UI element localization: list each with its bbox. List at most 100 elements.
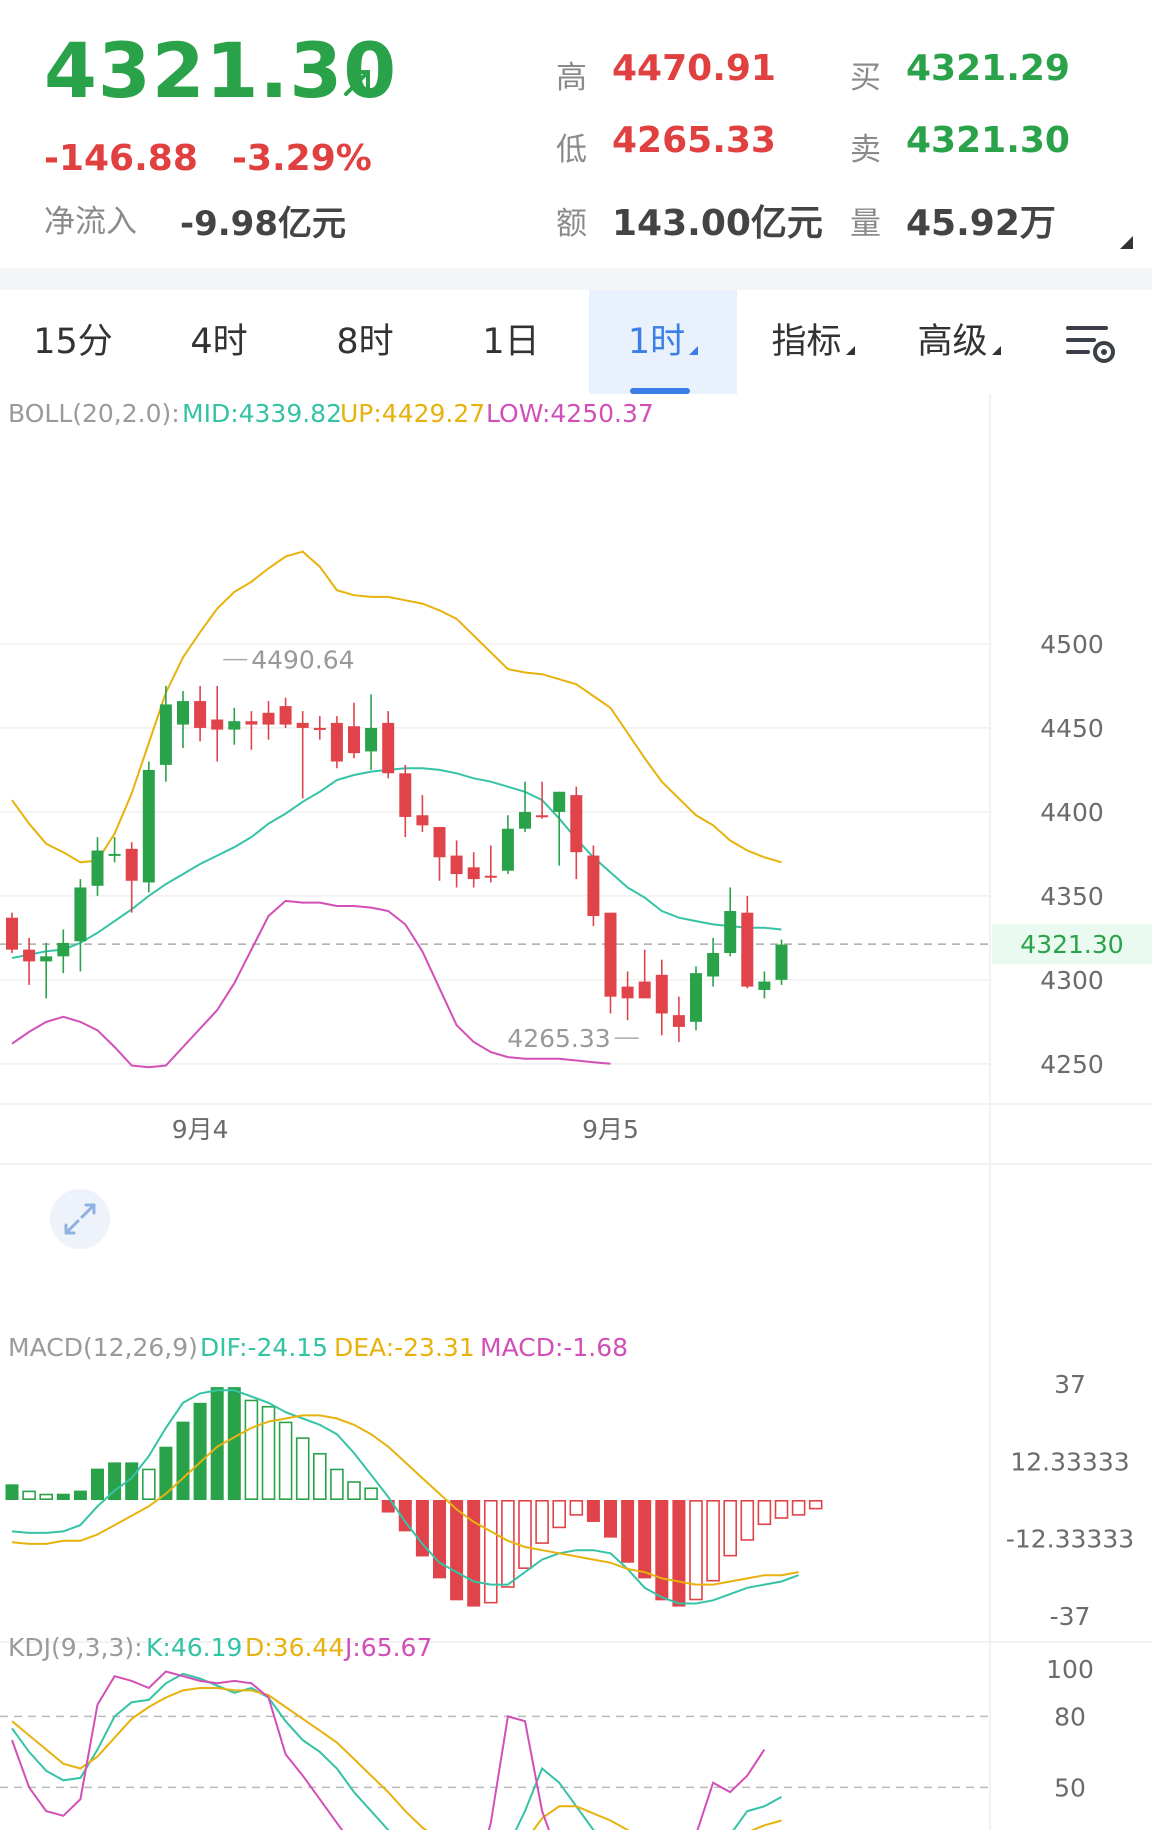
- macd-bar: [467, 1500, 481, 1607]
- candle-body: [245, 721, 258, 725]
- candle-body: [775, 944, 788, 980]
- boll-up-value: UP:4429.27: [340, 399, 485, 428]
- candle-body: [553, 791, 566, 812]
- macd-bar: [5, 1484, 19, 1500]
- macd-bar: [278, 1421, 293, 1501]
- macd-bar: [295, 1437, 310, 1500]
- ask-label: 卖: [850, 132, 881, 168]
- macd-bar: [73, 1490, 87, 1500]
- candle-body: [228, 721, 241, 730]
- y-tick-label: 4450: [1040, 714, 1104, 743]
- tab-label: 高级: [917, 322, 988, 362]
- boll-label: BOLL(20,2.0):: [8, 399, 180, 428]
- macd-bar: [655, 1500, 669, 1601]
- price-change: -146.88: [44, 138, 198, 179]
- trend-arrow-icon: [344, 70, 370, 96]
- candle-body: [519, 811, 531, 829]
- macd-label: MACD(12,26,9): [8, 1333, 198, 1362]
- tab-label: 8时: [336, 322, 394, 362]
- macd-bar: [415, 1500, 429, 1557]
- price-chart[interactable]: 4490.64 4265.33 4250 4300 4350 4400 4450 4500 9…: [0, 394, 1152, 1830]
- macd-bar: [159, 1446, 173, 1500]
- tab-15min[interactable]: 15分: [0, 290, 146, 394]
- bid-label: 买: [850, 60, 881, 96]
- macd-bar: [569, 1500, 584, 1516]
- candle-body: [6, 917, 18, 950]
- amount-label: 额: [556, 206, 587, 242]
- candle-body: [587, 855, 600, 917]
- macd-bar: [621, 1500, 635, 1563]
- boll-up-line: [11, 550, 782, 864]
- macd-bar: [808, 1500, 823, 1510]
- tab-label: 指标: [771, 322, 842, 362]
- tab-1h[interactable]: 1时: [589, 290, 737, 394]
- high-annotation: 4490.64: [251, 646, 354, 675]
- macd-dif-line: [11, 1389, 799, 1605]
- kdj-d-line: [11, 1687, 782, 1830]
- macd-bar: [518, 1500, 532, 1569]
- boll-low-line: [11, 899, 611, 1069]
- last-price-tag: [992, 924, 1152, 965]
- expand-corner-icon[interactable]: [1120, 236, 1133, 249]
- boll-low-value: LOW:4250.37: [486, 399, 654, 428]
- candle-body: [23, 949, 36, 962]
- fullscreen-toggle[interactable]: [50, 1189, 110, 1249]
- macd-bar: [774, 1500, 789, 1519]
- candle-body: [399, 773, 412, 817]
- x-tick-label: 9月5: [582, 1115, 639, 1144]
- macd-bar: [672, 1500, 686, 1607]
- kdj-k-value: K:46.19: [146, 1633, 242, 1662]
- boll-mid-line: [11, 767, 782, 959]
- candle-body: [501, 828, 514, 871]
- expand-icon: [64, 1203, 96, 1235]
- tab-indicators[interactable]: 指标: [740, 290, 886, 394]
- candle-body: [433, 827, 446, 858]
- candle-body: [621, 986, 634, 999]
- macd-bar: [312, 1452, 327, 1500]
- y-tick-label: 4500: [1040, 630, 1104, 659]
- macd-dea-line: [11, 1414, 799, 1586]
- kdj-label: KDJ(9,3,3):: [8, 1633, 143, 1662]
- candle-body: [690, 973, 702, 1022]
- netflow-label: 净流入: [44, 204, 137, 240]
- candle-body: [125, 848, 138, 881]
- candle-body: [672, 1015, 685, 1027]
- tab-1d[interactable]: 1日: [438, 290, 584, 394]
- macd-macd-value: MACD:-1.68: [480, 1333, 628, 1362]
- macd-bar: [347, 1481, 361, 1500]
- macd-bar: [91, 1468, 104, 1500]
- macd-bar: [604, 1500, 617, 1538]
- chart-settings-icon[interactable]: [1066, 322, 1116, 366]
- candle-body: [91, 850, 104, 886]
- candle-body: [142, 769, 155, 883]
- kdj-k-line: [11, 1672, 782, 1830]
- macd-bar: [706, 1500, 720, 1582]
- low-value: 4265.33: [612, 120, 776, 161]
- candle-body: [484, 875, 497, 878]
- y-tick-label: 4300: [1040, 966, 1104, 995]
- macd-bar: [501, 1500, 515, 1588]
- candle-body: [416, 815, 429, 826]
- boll-mid-value: MID:4339.82: [182, 399, 342, 428]
- candle-body: [467, 867, 480, 880]
- kdj-y-tick-label: 80: [1054, 1702, 1086, 1731]
- dropdown-caret-icon: [689, 346, 699, 355]
- candle-body: [330, 722, 343, 762]
- candle-body: [108, 853, 121, 856]
- macd-dea-value: DEA:-23.31: [334, 1333, 475, 1362]
- candle-body: [536, 815, 549, 818]
- last-price-label: 4321.30: [1020, 930, 1123, 959]
- high-value: 4470.91: [612, 48, 776, 89]
- macd-bar: [398, 1500, 412, 1532]
- tab-8h[interactable]: 8时: [292, 290, 438, 394]
- tab-advanced[interactable]: 高级: [886, 290, 1032, 394]
- candle-body: [211, 719, 224, 730]
- dropdown-caret-icon: [991, 346, 1001, 355]
- tab-4h[interactable]: 4时: [146, 290, 292, 394]
- macd-bar: [142, 1468, 156, 1500]
- macd-bar: [791, 1500, 806, 1516]
- kdj-y-tick-label: 100: [1046, 1655, 1094, 1684]
- amount-value: 143.00亿元: [612, 203, 823, 244]
- macd-bar: [108, 1462, 122, 1500]
- macd-y-tick-label: -12.33333: [1006, 1525, 1134, 1554]
